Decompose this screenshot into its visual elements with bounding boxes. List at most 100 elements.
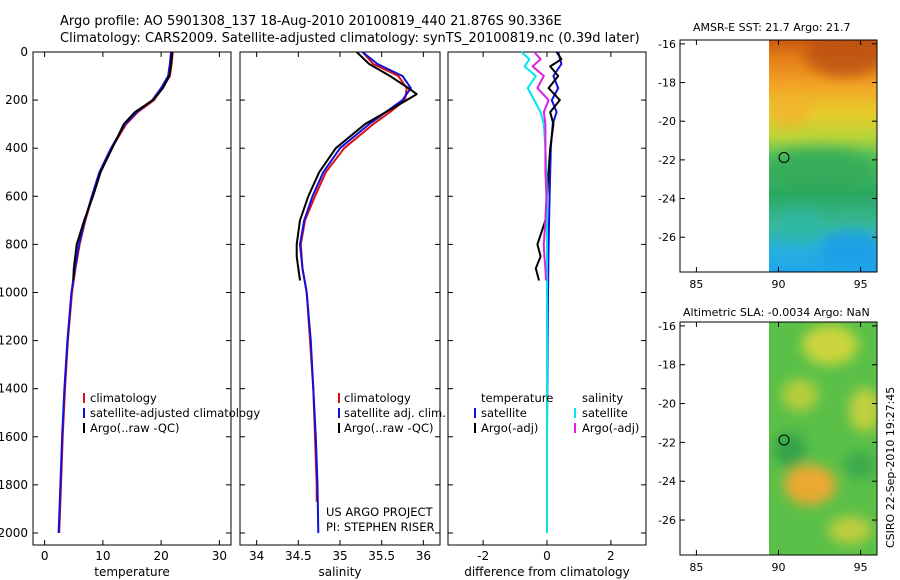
x-tick-label: -2 — [477, 549, 489, 563]
legend-label-satellite-adjusted: satellite-adjusted climatology — [90, 406, 260, 420]
y-tick-label: 0 — [20, 45, 28, 59]
legend-swatch-sal-argo — [574, 423, 576, 433]
legend-label-sal-argo: Argo(-adj) — [582, 421, 639, 435]
sst-teal-patch — [778, 209, 822, 241]
y-tick-label: -24 — [658, 475, 676, 488]
temperature-legend: climatology satellite-adjusted climatolo… — [83, 391, 260, 435]
y-tick-label: -22 — [658, 436, 676, 449]
y-tick-label: 400 — [5, 141, 28, 155]
legend-label-temp-satellite: satellite — [481, 406, 527, 420]
y-tick-label: -26 — [658, 231, 676, 244]
sla-low-patch — [844, 451, 876, 479]
y-tick-label: 200 — [5, 93, 28, 107]
argo-position-marker — [778, 434, 790, 446]
y-tick-label: -20 — [658, 115, 676, 128]
sla-high-patch — [802, 325, 858, 365]
series-line-salinity-satellite — [520, 51, 548, 533]
legend-label-temp-argo: Argo(-adj) — [481, 421, 538, 435]
x-tick-label: 2 — [607, 549, 615, 563]
sst-green-band — [769, 148, 875, 192]
legend-swatch-satellite-adj — [338, 408, 340, 418]
y-tick-label: 1600 — [0, 430, 28, 444]
legend-label-satellite-adj: satellite adj. clim. — [344, 406, 446, 420]
sst-map-axes: 85 90 95 -16 -18 -20 -22 -24 -26 — [658, 38, 877, 291]
x-tick-label: 34.5 — [285, 549, 312, 563]
salinity-legend: climatology satellite adj. clim. Argo(..… — [338, 391, 446, 435]
y-tick-label: -18 — [658, 77, 676, 90]
sla-high-patch — [828, 516, 872, 544]
y-tick-label: 1400 — [0, 382, 28, 396]
difference-profile-chart: -2 0 2 difference from climatology — [447, 51, 647, 579]
legend-swatch-argo — [338, 423, 340, 433]
y-tick-label: 1200 — [0, 334, 28, 348]
legend-swatch-temp-argo — [474, 423, 476, 433]
y-tick-label: -22 — [658, 154, 676, 167]
legend-label-climatology: climatology — [344, 391, 411, 405]
legend-title-temperature: temperature — [481, 391, 553, 405]
x-tick-label: 85 — [689, 278, 703, 291]
plot-frame — [32, 51, 232, 546]
legend-title-salinity: salinity — [582, 391, 623, 405]
salinity-profile-chart: 34 34.5 35 35.5 36 salinity — [239, 51, 441, 579]
y-tick-label: 1800 — [0, 478, 28, 492]
temperature-profile-chart: 0 10 20 30 0 200 400 600 800 1000 1200 1400 1600 1800… — [0, 45, 232, 579]
series-line-satellite-adj-clim- — [299, 51, 412, 534]
x-tick-label: 90 — [772, 561, 786, 574]
project-annotation: US ARGO PROJECT PI: STEPHEN RISER — [326, 505, 435, 534]
sst-warm-patch — [805, 40, 877, 77]
sst-map: AMSR-E SST: 21.7 Argo: 21.7 85 90 95 -16 -18… — [658, 21, 878, 291]
y-tick-label: -20 — [658, 398, 676, 411]
sla-high-patch — [849, 388, 877, 432]
series-line-salinity-argo-adj- — [531, 51, 550, 281]
legend-label-climatology: climatology — [90, 391, 157, 405]
y-tick-label: -16 — [658, 38, 676, 51]
x-axis-label: salinity — [318, 565, 361, 579]
legend-swatch-argo — [83, 423, 85, 433]
plot-frame — [239, 51, 441, 546]
sst-warm-patch — [770, 92, 810, 128]
x-tick-label: 20 — [153, 549, 168, 563]
sla-map-axes: 85 90 95 -16 -18 -20 -22 -24 -26 — [658, 320, 877, 574]
timestamp-side-text: CSIRO 22-Sep-2010 19:27:45 — [884, 387, 897, 548]
x-axis-label: difference from climatology — [464, 565, 630, 579]
y-tick-label: 600 — [5, 189, 28, 203]
y-tick-label: 2000 — [0, 526, 28, 540]
legend-label-sal-satellite: satellite — [582, 406, 628, 420]
y-tick-label: -26 — [658, 514, 676, 527]
legend-swatch-climatology — [338, 393, 340, 403]
x-tick-label: 85 — [689, 561, 703, 574]
figure-title-line1: Argo profile: AO 5901308_137 18-Aug-2010… — [60, 14, 562, 29]
series-line-argo-raw-qc- — [295, 51, 418, 281]
difference-legend: temperature satellite Argo(-adj) salinit… — [474, 391, 639, 435]
x-tick-label: 35.5 — [368, 549, 395, 563]
series-line-argo-raw-qc- — [72, 51, 174, 281]
y-tick-label: -16 — [658, 320, 676, 333]
legend-swatch-climatology — [83, 393, 85, 403]
y-tick-label: 1000 — [0, 285, 28, 299]
legend-swatch-satellite-adjusted — [83, 408, 85, 418]
x-tick-label: 10 — [95, 549, 110, 563]
x-tick-label: 90 — [772, 278, 786, 291]
legend-label-argo: Argo(..raw -QC) — [344, 421, 434, 435]
argo-position-marker — [778, 151, 790, 163]
x-tick-label: 30 — [212, 549, 227, 563]
x-tick-label: 36 — [416, 549, 431, 563]
y-tick-label: -24 — [658, 193, 676, 206]
sla-high-patch — [784, 465, 836, 505]
x-tick-label: 95 — [854, 278, 868, 291]
legend-swatch-sal-satellite — [574, 408, 576, 418]
sla-map: Altimetric SLA: -0.0034 Argo: NaN 85 90 95… — [658, 306, 878, 574]
legend-label-argo: Argo(..raw -QC) — [90, 421, 180, 435]
x-tick-label: 0 — [543, 549, 551, 563]
sla-high-patch — [782, 379, 818, 411]
project-pi: PI: STEPHEN RISER — [326, 520, 435, 534]
project-name: US ARGO PROJECT — [326, 505, 434, 519]
sla-map-title: Altimetric SLA: -0.0034 Argo: NaN — [683, 306, 870, 319]
x-axis-label: temperature — [94, 565, 169, 579]
x-tick-label: 95 — [854, 561, 868, 574]
y-tick-label: 800 — [5, 237, 28, 251]
x-tick-label: 35 — [332, 549, 347, 563]
figure-title-line2: Climatology: CARS2009. Satellite-adjuste… — [60, 31, 640, 46]
legend-swatch-temp-satellite — [474, 408, 476, 418]
